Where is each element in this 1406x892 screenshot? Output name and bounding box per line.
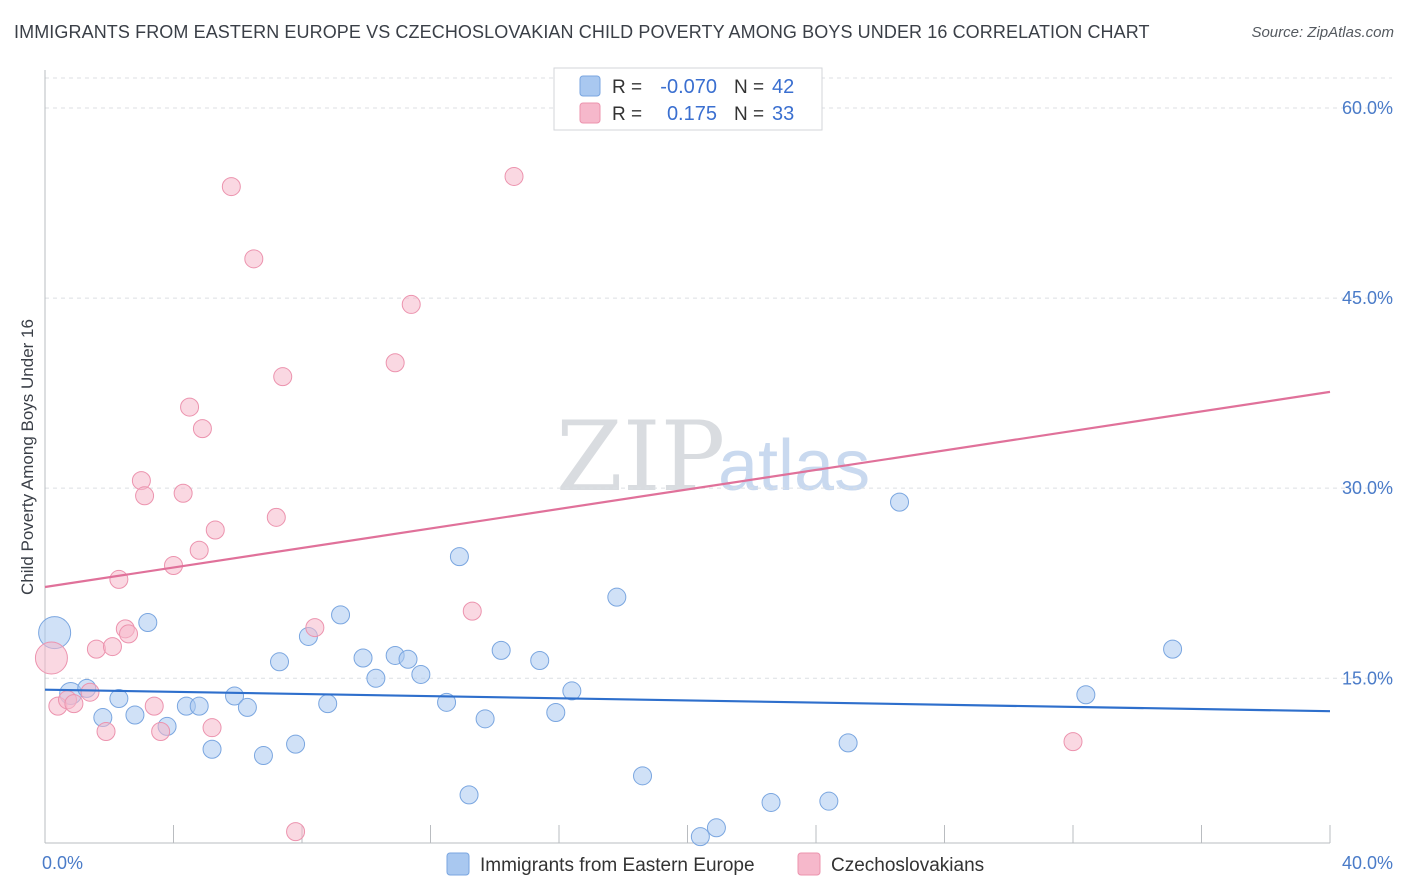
point-eastern-europe — [690, 827, 710, 847]
point-eastern-europe — [331, 605, 351, 625]
chart-title: IMMIGRANTS FROM EASTERN EUROPE VS CZECHO… — [14, 22, 1150, 42]
point-czechoslovakian — [119, 624, 139, 644]
point-eastern-europe — [1076, 685, 1096, 705]
legend-swatch-pink — [579, 102, 601, 124]
series-legend-swatch-pink — [797, 852, 821, 876]
point-czechoslovakian — [80, 682, 100, 702]
source-credit: Source: ZipAtlas.com — [1251, 24, 1394, 41]
point-czechoslovakian — [64, 694, 84, 714]
point-czechoslovakian — [109, 569, 129, 589]
point-eastern-europe — [366, 668, 386, 688]
point-eastern-europe — [530, 651, 550, 671]
point-eastern-europe — [318, 694, 338, 714]
point-czechoslovakian — [504, 166, 524, 186]
point-eastern-europe — [838, 733, 858, 753]
point-czechoslovakian — [151, 721, 171, 741]
point-czechoslovakian — [96, 721, 116, 741]
correlation-legend: R = -0.070 N = 42 R = 0.175 N = 33 — [553, 67, 823, 131]
point-eastern-europe — [706, 818, 726, 838]
point-czechoslovakian — [86, 639, 106, 659]
point-eastern-europe — [398, 649, 418, 669]
legend-r-label-pink: R = — [612, 104, 642, 125]
x-tick-label: 0.0% — [42, 853, 83, 873]
point-czechoslovakian — [34, 641, 68, 675]
point-eastern-europe — [890, 492, 910, 512]
point-czechoslovakian — [266, 507, 286, 527]
point-eastern-europe — [475, 709, 495, 729]
point-czechoslovakian — [189, 540, 209, 560]
y-tick-label: 30.0% — [1342, 478, 1393, 498]
point-czechoslovakian — [180, 397, 200, 417]
point-czechoslovakian — [221, 177, 241, 197]
point-czechoslovakian — [205, 520, 225, 540]
data-points — [34, 166, 1183, 847]
y-tick-label: 15.0% — [1342, 668, 1393, 688]
x-axis-ticks — [173, 825, 1331, 843]
point-eastern-europe — [237, 697, 257, 717]
y-axis-title: Child Poverty Among Boys Under 16 — [18, 319, 37, 595]
series-legend-label-pink: Czechoslovakians — [831, 855, 984, 876]
y-axis-tick-labels: 15.0% 30.0% 45.0% 60.0% — [1342, 98, 1393, 688]
point-czechoslovakian — [144, 696, 164, 716]
point-eastern-europe — [607, 587, 627, 607]
point-czechoslovakian — [192, 419, 212, 439]
point-czechoslovakian — [385, 353, 405, 373]
point-eastern-europe — [138, 613, 158, 633]
point-eastern-europe — [189, 696, 209, 716]
trend-lines — [44, 390, 1331, 713]
legend-swatch-blue — [579, 75, 601, 97]
point-eastern-europe — [411, 664, 431, 684]
legend-n-value-blue: 42 — [772, 76, 794, 98]
point-eastern-europe — [562, 681, 582, 701]
point-eastern-europe — [125, 705, 145, 725]
point-eastern-europe — [449, 547, 469, 567]
trend-line-eastern-europe — [44, 688, 1331, 713]
y-tick-label: 60.0% — [1342, 98, 1393, 118]
point-czechoslovakian — [102, 637, 122, 657]
legend-r-value-blue: -0.070 — [660, 76, 717, 98]
x-tick-label: 40.0% — [1342, 853, 1393, 873]
legend-r-label-blue: R = — [612, 77, 642, 98]
point-czechoslovakian — [401, 294, 421, 314]
point-eastern-europe — [819, 791, 839, 811]
x-axis-tick-labels: 0.0% 40.0% — [42, 853, 1393, 873]
point-czechoslovakian — [305, 618, 325, 638]
legend-r-value-pink: 0.175 — [667, 103, 717, 125]
point-eastern-europe — [491, 640, 511, 660]
point-czechoslovakian — [173, 483, 193, 503]
point-eastern-europe — [633, 766, 653, 786]
series-legend-label-blue: Immigrants from Eastern Europe — [480, 855, 755, 876]
point-eastern-europe — [253, 746, 273, 766]
trend-line-czechoslovakian — [44, 390, 1331, 589]
point-eastern-europe — [353, 648, 373, 668]
point-eastern-europe — [459, 785, 479, 805]
point-czechoslovakian — [1063, 732, 1083, 752]
point-czechoslovakian — [462, 601, 482, 621]
legend-n-label-pink: N = — [734, 104, 764, 125]
point-eastern-europe — [437, 692, 457, 712]
gridlines — [45, 77, 1392, 679]
legend-n-value-pink: 33 — [772, 103, 794, 125]
point-czechoslovakian — [244, 249, 264, 269]
y-tick-label: 45.0% — [1342, 288, 1393, 308]
point-eastern-europe — [225, 686, 245, 706]
series-legend: Immigrants from Eastern Europe Czechoslo… — [446, 852, 984, 876]
point-eastern-europe — [761, 792, 781, 812]
point-eastern-europe — [202, 739, 222, 759]
point-eastern-europe — [109, 689, 129, 709]
series-legend-swatch-blue — [446, 852, 470, 876]
watermark-zip: ZIP — [556, 401, 725, 513]
point-eastern-europe — [286, 734, 306, 754]
point-czechoslovakian — [202, 718, 222, 738]
point-czechoslovakian — [286, 822, 306, 842]
point-eastern-europe — [1163, 639, 1183, 659]
point-eastern-europe — [546, 702, 566, 722]
point-czechoslovakian — [135, 486, 155, 506]
legend-n-label-blue: N = — [734, 77, 764, 98]
point-eastern-europe — [270, 652, 290, 672]
point-czechoslovakian — [273, 367, 293, 387]
